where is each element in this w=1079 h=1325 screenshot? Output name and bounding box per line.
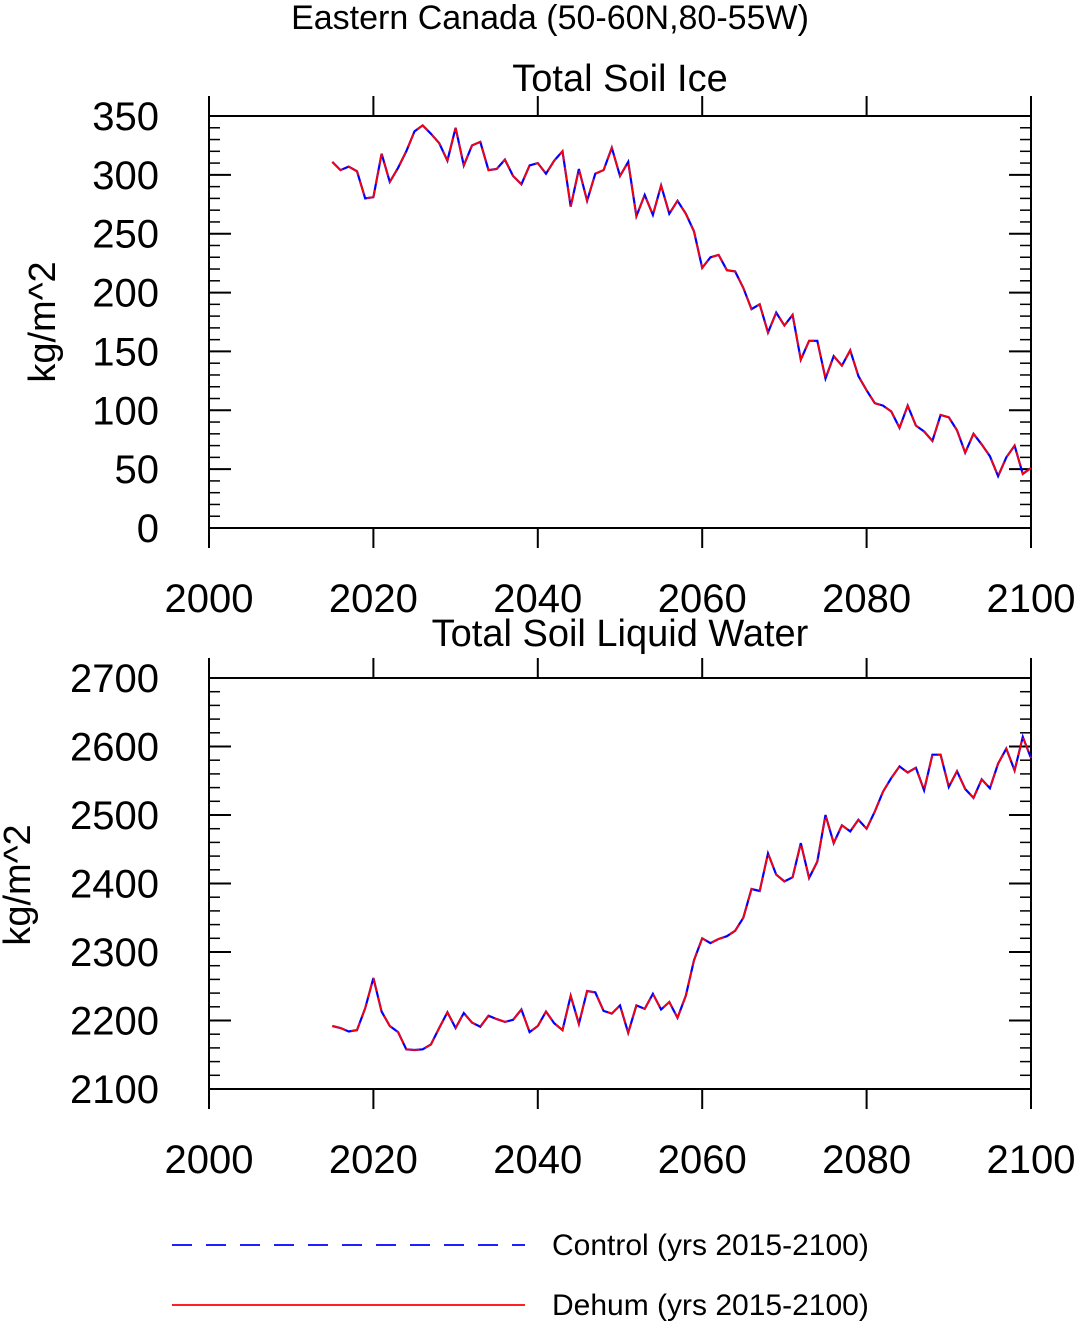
plot-frame-soil-liquid-water (208, 677, 1032, 1090)
x-tick-label: 2060 (658, 1138, 747, 1182)
x-tick-label: 2080 (822, 577, 911, 621)
legend-dehum-label: Dehum (yrs 2015-2100) (552, 1289, 869, 1322)
y-tick-label: 250 (92, 213, 159, 257)
panel-title-soil-liquid-water: Total Soil Liquid Water (432, 613, 809, 655)
y-tick-label: 2100 (70, 1068, 159, 1112)
y-tick-label: 2200 (70, 1000, 159, 1044)
legend-control-label: Control (yrs 2015-2100) (552, 1229, 869, 1262)
x-tick-label: 2000 (165, 577, 254, 621)
x-tick-label: 2100 (987, 1138, 1076, 1182)
x-tick-label: 2080 (822, 1138, 911, 1182)
y-tick-label: 50 (115, 448, 160, 492)
y-tick-label: 2500 (70, 794, 159, 838)
y-tick-label: 2700 (70, 657, 159, 701)
series-line-control-soil-ice (331, 123, 1032, 480)
y-tick-label: 300 (92, 154, 159, 198)
x-tick-label: 2040 (493, 1138, 582, 1182)
y-tick-label: 2300 (70, 931, 159, 975)
x-tick-label: 2020 (329, 1138, 418, 1182)
panel-title-soil-ice: Total Soil Ice (512, 58, 727, 100)
x-tick-label: 2100 (987, 577, 1076, 621)
x-tick-label: 2020 (329, 577, 418, 621)
panel-total-soil-liquid-water: Total Soil Liquid Water kg/m^2 2000 2020 2… (0, 613, 1075, 1182)
y-tick-label: 2600 (70, 726, 159, 770)
legend: Control (yrs 2015-2100) Dehum (yrs 2015-… (172, 1229, 869, 1322)
y-tick-label: 150 (92, 330, 159, 374)
y-tick-label: 0 (137, 507, 159, 551)
y-axis-label-soil-liquid-water: kg/m^2 (0, 824, 39, 945)
x-tick-label: 2000 (165, 1138, 254, 1182)
x-tick-label: 2060 (658, 577, 747, 621)
plot-frame-soil-ice (208, 115, 1032, 529)
y-tick-label: 200 (92, 272, 159, 316)
y-tick-label: 350 (92, 95, 159, 139)
series-line-dehum-soil-ice (331, 124, 1032, 479)
figure-title: Eastern Canada (50-60N,80-55W) (291, 0, 809, 37)
series-line-dehum-soil-liquid-water (332, 733, 1032, 1051)
y-axis-label-soil-ice: kg/m^2 (22, 261, 64, 382)
x-tick-label: 2040 (493, 577, 582, 621)
y-tick-label: 100 (92, 389, 159, 433)
panel-total-soil-ice: Total Soil Ice kg/m^2 2000 2020 2040 2060 20… (22, 58, 1075, 621)
y-tick-label: 2400 (70, 863, 159, 907)
